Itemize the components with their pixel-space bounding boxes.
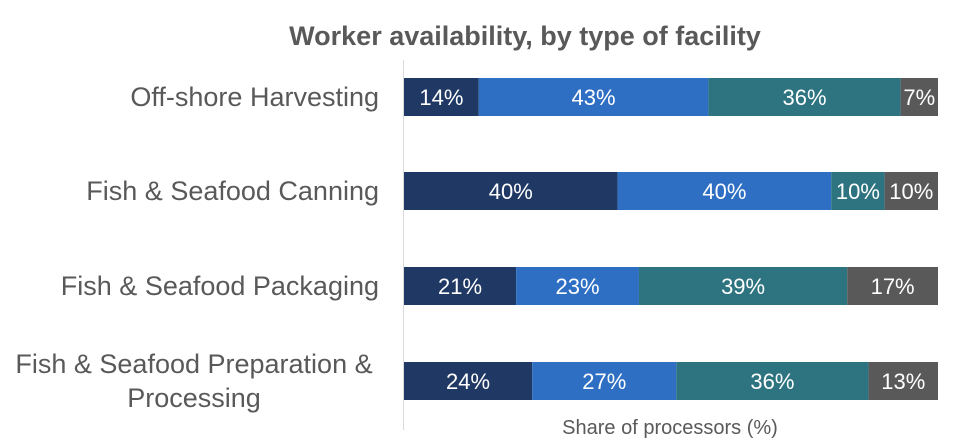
data-label-3-3: 39% — [721, 274, 765, 299]
data-label-2-2: 40% — [702, 179, 746, 204]
x-axis-title: Share of processors (%) — [562, 417, 778, 439]
data-label-3-4: 17% — [871, 274, 915, 299]
category-label-2: Fish & Seafood Canning — [86, 176, 379, 206]
data-label-2-4: 10% — [889, 179, 933, 204]
data-label-1-3: 36% — [782, 85, 826, 110]
category-label-4: Fish & Seafood Preparation & Processing — [15, 349, 372, 413]
data-label-2-3: 10% — [836, 179, 880, 204]
bar-segment-1-1 — [404, 78, 479, 116]
bar-segment-3-2 — [516, 267, 639, 305]
bar-segment-2-2 — [617, 172, 832, 210]
data-label-4-2: 27% — [582, 369, 626, 394]
category-label-line: Processing — [127, 383, 261, 413]
category-label-3: Fish & Seafood Packaging — [61, 271, 379, 301]
data-label-4-1: 24% — [446, 369, 490, 394]
bar-segment-1-2 — [478, 78, 709, 116]
bar-segment-4-3 — [676, 362, 869, 400]
data-label-4-4: 13% — [881, 369, 925, 394]
data-label-1-4: 7% — [903, 85, 935, 110]
bar-segment-2-4 — [884, 172, 938, 210]
category-labels-group: Off-shore Harvesting Fish & Seafood Canni… — [15, 82, 379, 413]
category-label-1: Off-shore Harvesting — [130, 82, 379, 112]
bar-segment-3-3 — [638, 267, 848, 305]
chart-title: Worker availability, by type of facility — [289, 21, 761, 51]
bars-group: 14% 43% 36% 7% 40% 40% 10% 10% 21% 23% 39% 17% 24% 27… — [404, 78, 938, 400]
data-label-4-3: 36% — [750, 369, 794, 394]
data-label-1-2: 43% — [572, 85, 616, 110]
bar-segment-2-3 — [831, 172, 885, 210]
data-label-3-1: 21% — [438, 274, 482, 299]
data-label-2-1: 40% — [489, 179, 533, 204]
bar-segment-1-3 — [708, 78, 901, 116]
bar-segment-1-4 — [900, 78, 938, 116]
bar-segment-2-1 — [404, 172, 618, 210]
bar-segment-3-4 — [847, 267, 938, 305]
data-label-1-1: 14% — [419, 85, 463, 110]
bar-segment-4-1 — [404, 362, 533, 400]
data-label-3-2: 23% — [556, 274, 600, 299]
bar-segment-3-1 — [404, 267, 517, 305]
bar-segment-4-2 — [532, 362, 677, 400]
bar-segment-4-4 — [868, 362, 938, 400]
category-label-line: Fish & Seafood Preparation & — [15, 349, 372, 379]
